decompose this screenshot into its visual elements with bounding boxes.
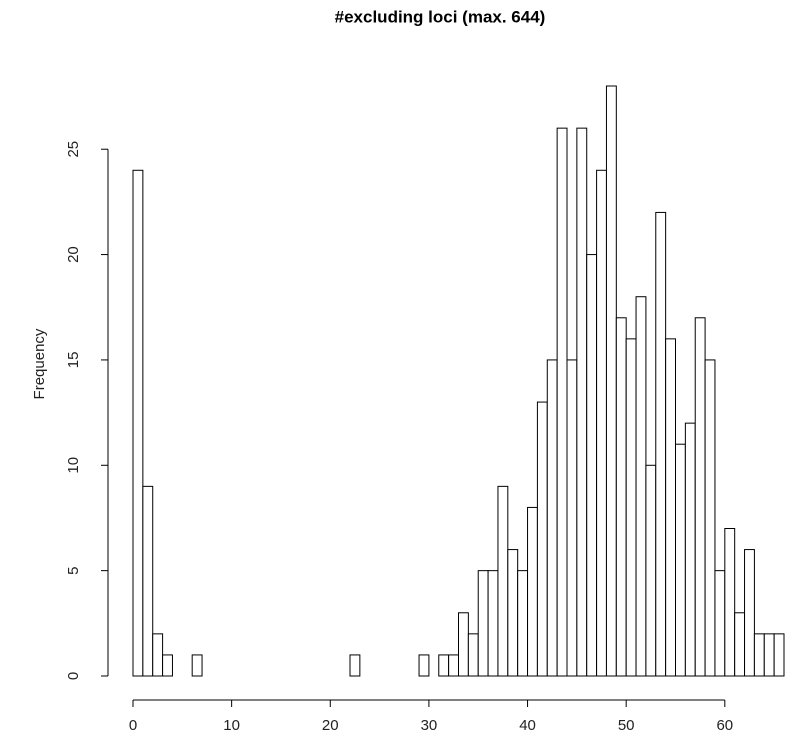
x-tick-label: 20 [322, 717, 339, 734]
bar [507, 549, 519, 677]
bar [142, 485, 154, 677]
bar [753, 633, 765, 677]
bar [625, 338, 637, 677]
bar [734, 612, 746, 677]
bar [635, 296, 647, 677]
chart-title: #excluding loci (max. 644) [335, 7, 546, 26]
bar [487, 570, 499, 677]
bar [517, 570, 529, 677]
bar [665, 338, 676, 677]
bar [714, 570, 726, 677]
bar [655, 211, 667, 677]
bar [467, 633, 479, 677]
y-tick-label: 15 [65, 352, 82, 369]
x-tick-label: 10 [223, 717, 240, 734]
y-tick-label: 5 [65, 566, 82, 574]
bar [645, 464, 657, 677]
bar [576, 127, 588, 677]
y-tick-label: 10 [65, 457, 82, 474]
y-tick-label: 25 [65, 141, 82, 158]
y-tick-label: 0 [65, 672, 82, 680]
bar [596, 169, 607, 677]
bar [536, 401, 548, 677]
bar [773, 633, 785, 677]
x-tick-label: 60 [716, 717, 733, 734]
bar [615, 317, 627, 677]
bar [724, 528, 736, 677]
bar [458, 612, 469, 677]
bar [546, 359, 558, 677]
x-tick-label: 30 [421, 717, 438, 734]
x-tick-label: 40 [519, 717, 536, 734]
bar [566, 359, 578, 677]
bar [763, 633, 775, 677]
bar [586, 254, 598, 677]
bar [694, 317, 706, 677]
x-tick-label: 50 [618, 717, 635, 734]
bar [684, 422, 696, 677]
bar [448, 654, 459, 677]
bar [605, 85, 617, 677]
bar [744, 549, 755, 677]
bar [704, 359, 716, 677]
bar [418, 654, 430, 677]
bar [497, 485, 509, 677]
bar [556, 127, 568, 677]
bar [191, 654, 203, 677]
bar [527, 506, 538, 677]
bar [675, 443, 686, 677]
y-axis-label: Frequency [31, 328, 48, 399]
y-tick-label: 20 [65, 246, 82, 263]
bar [438, 654, 450, 677]
bar [349, 654, 361, 677]
bar [162, 654, 173, 677]
bar [477, 570, 489, 677]
x-tick-label: 0 [129, 717, 137, 734]
bar [152, 633, 164, 677]
bar [132, 169, 144, 677]
